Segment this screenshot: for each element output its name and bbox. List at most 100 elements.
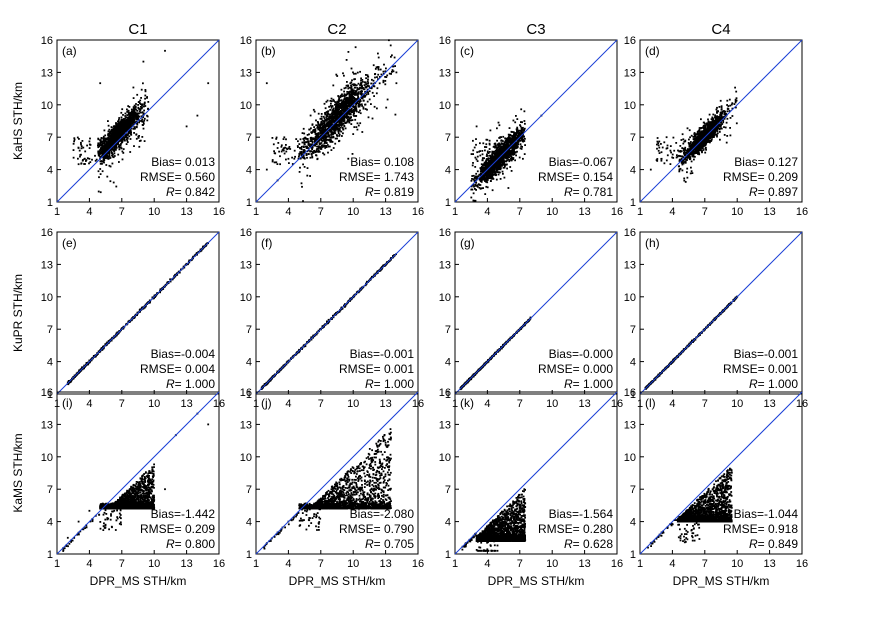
data-point — [359, 100, 362, 102]
data-point — [310, 139, 313, 142]
data-point — [367, 75, 369, 78]
data-point — [330, 136, 333, 138]
data-point — [130, 118, 133, 121]
data-point — [332, 147, 335, 149]
data-point — [112, 125, 115, 128]
data-point — [488, 139, 491, 142]
data-point — [326, 121, 329, 124]
data-point — [101, 155, 103, 157]
data-point — [373, 85, 376, 88]
data-point — [133, 116, 135, 119]
data-point — [497, 144, 499, 146]
data-point — [134, 113, 136, 116]
data-point — [302, 155, 305, 158]
data-point — [327, 145, 330, 148]
r-stat: R= 0.781 — [564, 185, 613, 199]
data-point — [320, 139, 323, 142]
data-point — [323, 129, 326, 132]
data-point — [519, 143, 522, 146]
data-point — [117, 135, 120, 138]
data-point — [493, 143, 496, 145]
data-point — [315, 143, 318, 145]
data-point — [371, 78, 373, 81]
scatter-points — [649, 86, 738, 183]
data-point — [393, 56, 396, 59]
data-point — [310, 153, 313, 155]
data-point — [504, 165, 506, 167]
y-tick-label: 16 — [41, 35, 53, 47]
data-point — [336, 106, 338, 109]
data-point — [346, 117, 348, 119]
data-point — [323, 120, 326, 123]
data-point — [349, 99, 351, 102]
data-point — [337, 130, 340, 132]
data-point — [486, 179, 489, 181]
data-point — [321, 131, 323, 134]
data-point — [497, 173, 500, 176]
data-point — [359, 103, 361, 106]
data-point — [336, 115, 339, 118]
data-point — [320, 146, 323, 148]
data-point — [373, 95, 375, 97]
data-point — [126, 108, 128, 111]
data-point — [365, 93, 368, 96]
data-point — [101, 149, 104, 151]
data-point — [327, 123, 330, 126]
data-point — [474, 199, 477, 202]
data-point — [382, 70, 385, 73]
data-point — [485, 143, 488, 146]
data-point — [112, 135, 114, 138]
data-point — [364, 81, 367, 84]
data-point — [350, 88, 353, 91]
data-point — [100, 146, 103, 149]
data-point — [119, 139, 122, 142]
data-point — [323, 131, 325, 133]
data-point — [107, 156, 109, 159]
y-tick-label: 7 — [47, 132, 53, 144]
data-point — [311, 143, 313, 146]
data-point — [347, 87, 350, 90]
data-point — [317, 151, 320, 153]
data-point — [293, 157, 296, 160]
data-point — [142, 82, 144, 85]
data-point — [294, 155, 296, 158]
data-point — [366, 80, 369, 83]
data-point — [319, 129, 321, 132]
data-point — [360, 84, 363, 87]
data-point — [317, 112, 320, 115]
data-point — [118, 148, 121, 151]
data-point — [271, 137, 274, 139]
x-tick-label: 1 — [253, 206, 259, 218]
data-point — [114, 126, 117, 129]
data-point — [119, 132, 122, 135]
data-point — [317, 133, 320, 136]
data-point — [376, 87, 379, 90]
data-point — [301, 151, 303, 154]
data-point — [484, 172, 487, 175]
data-point — [283, 152, 286, 155]
data-point — [479, 184, 482, 186]
data-point — [305, 147, 308, 149]
data-point — [306, 138, 309, 141]
data-point — [108, 142, 111, 145]
data-point — [134, 121, 136, 124]
data-point — [374, 68, 377, 70]
data-point — [309, 175, 311, 177]
data-point — [351, 100, 354, 102]
data-point — [133, 126, 136, 128]
data-point — [311, 155, 314, 158]
data-point — [341, 109, 344, 111]
data-point — [119, 135, 122, 137]
data-point — [111, 142, 114, 145]
data-point — [110, 152, 113, 154]
data-point — [109, 131, 111, 134]
data-point — [363, 96, 365, 98]
data-point — [524, 122, 526, 125]
data-point — [137, 136, 140, 139]
data-point — [307, 153, 310, 155]
data-point — [322, 127, 324, 130]
data-point — [88, 147, 91, 149]
data-point — [137, 101, 140, 103]
data-point — [97, 151, 100, 154]
data-point — [143, 101, 146, 104]
